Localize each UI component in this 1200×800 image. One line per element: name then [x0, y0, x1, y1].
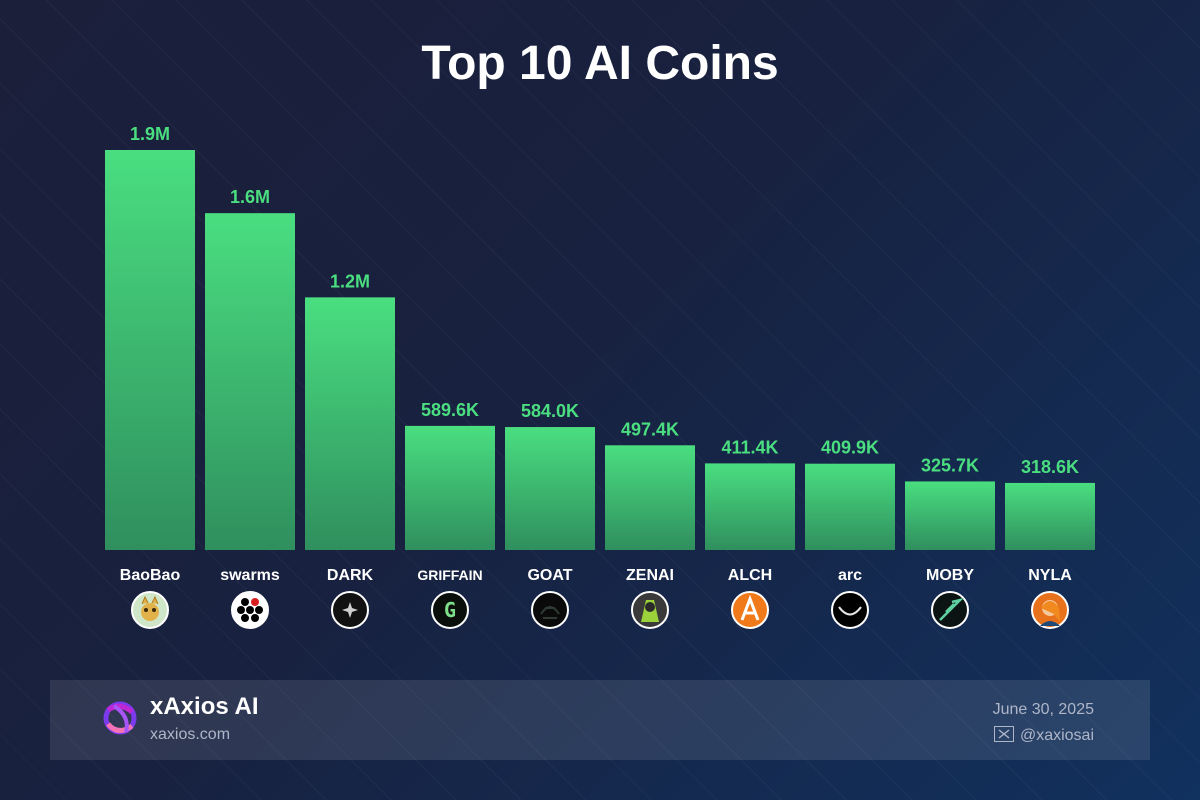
- category-label: NYLA: [1028, 567, 1072, 584]
- griffain-icon: G: [431, 591, 469, 629]
- footer-bar: xAxios AI xaxios.com June 30, 2025 @xaxi…: [50, 680, 1150, 760]
- report-date: June 30, 2025: [992, 701, 1094, 718]
- category-label: ZENAI: [626, 567, 674, 584]
- goat-icon: [531, 591, 569, 629]
- swarms-icon: [231, 591, 269, 629]
- social-handle-text: @xaxiosai: [1019, 727, 1094, 744]
- category-label: GOAT: [527, 567, 572, 584]
- value-label: 325.7K: [921, 455, 979, 475]
- category-label: DARK: [327, 567, 374, 584]
- category-label: GRIFFAIN: [417, 567, 482, 583]
- value-label: 411.4K: [721, 437, 778, 457]
- bar-chart: 1.9M BaoBao 1.6M swarms 1.2M DARK 589.6K GRIFFA…: [105, 124, 1095, 629]
- category-label: MOBY: [926, 567, 974, 584]
- alch-icon: [731, 591, 769, 629]
- brand-website: xaxios.com: [150, 726, 231, 743]
- bar-zenai: [605, 445, 695, 550]
- category-label: arc: [838, 567, 862, 584]
- bar-dark: [305, 297, 395, 550]
- value-label: 409.9K: [821, 438, 879, 458]
- bar-griffain: [405, 425, 495, 550]
- value-label: 589.6K: [421, 400, 479, 420]
- value-label: 1.2M: [330, 271, 370, 291]
- bar-moby: [905, 481, 995, 550]
- xaxios-logo-icon: [103, 701, 137, 735]
- bar-swarms: [205, 213, 295, 550]
- value-label: 584.0K: [521, 401, 579, 421]
- dark-icon: [331, 591, 369, 629]
- value-label: 497.4K: [621, 419, 679, 439]
- bar-baobao: [105, 150, 195, 550]
- arc-icon: [831, 591, 869, 629]
- bar-alch: [705, 463, 795, 550]
- category-label: ALCH: [728, 567, 772, 584]
- bar-nyla: [1005, 482, 1095, 550]
- category-label: swarms: [220, 567, 280, 584]
- value-label: 318.6K: [1021, 457, 1079, 477]
- moby-icon: [931, 591, 969, 629]
- svg-text:G: G: [444, 598, 456, 622]
- x-social-icon: [993, 726, 1014, 742]
- chart-title: Top 10 AI Coins: [421, 37, 779, 90]
- value-label: 1.9M: [130, 124, 170, 144]
- bar-arc: [805, 463, 895, 550]
- baobao-icon: [131, 591, 169, 629]
- social-handle: @xaxiosai: [993, 726, 1094, 745]
- value-label: 1.6M: [230, 187, 270, 207]
- nyla-icon: [1031, 591, 1069, 629]
- zenai-icon: [631, 591, 669, 629]
- brand-name: xAxios AI: [150, 693, 259, 720]
- category-label: BaoBao: [120, 567, 181, 584]
- bar-goat: [505, 427, 595, 550]
